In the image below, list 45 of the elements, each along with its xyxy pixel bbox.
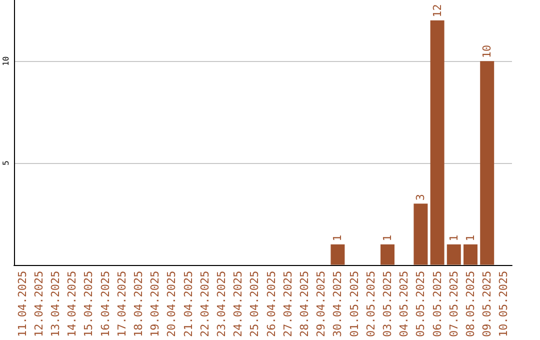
x-tick-label: 22.04.2025 bbox=[198, 270, 212, 338]
x-tick-label: 21.04.2025 bbox=[182, 270, 195, 338]
data-label: 1 bbox=[331, 234, 344, 242]
x-tick-label: 06.05.2025 bbox=[430, 270, 444, 338]
x-tick-label: 09.05.2025 bbox=[480, 270, 494, 338]
x-tick-label: 07.05.2025 bbox=[447, 270, 460, 338]
x-tick-label: 20.04.2025 bbox=[165, 270, 178, 338]
bar bbox=[446, 244, 461, 265]
bar bbox=[480, 61, 494, 265]
x-tick-label: 25.04.2025 bbox=[248, 270, 262, 338]
x-tick-label: 13.04.2025 bbox=[49, 270, 62, 338]
x-tick-label: 01.05.2025 bbox=[348, 270, 361, 338]
y-tick-label: 5 bbox=[2, 160, 10, 166]
x-tick-label: 18.04.2025 bbox=[132, 270, 145, 338]
bar bbox=[330, 244, 345, 265]
x-tick-label: 15.04.2025 bbox=[82, 270, 96, 338]
data-label: 3 bbox=[414, 194, 428, 201]
x-tick-label: 14.04.2025 bbox=[66, 270, 79, 338]
bar bbox=[464, 244, 478, 265]
x-tick-label: 17.04.2025 bbox=[115, 270, 128, 338]
x-tick-label: 19.04.2025 bbox=[148, 270, 162, 338]
x-tick-label: 16.04.2025 bbox=[98, 270, 112, 338]
x-tick-label: 03.05.2025 bbox=[381, 270, 394, 338]
bar bbox=[414, 204, 428, 265]
data-label: 12 bbox=[430, 4, 444, 18]
data-label: 1 bbox=[381, 234, 394, 242]
bar bbox=[380, 244, 394, 265]
x-tick-label: 26.04.2025 bbox=[264, 270, 278, 338]
x-tick-label: 08.05.2025 bbox=[464, 270, 477, 338]
x-tick-label: 11.04.2025 bbox=[16, 270, 29, 338]
x-tick-label: 04.05.2025 bbox=[398, 270, 411, 338]
data-label: 10 bbox=[480, 44, 494, 58]
x-tick-label: 30.04.2025 bbox=[331, 270, 344, 338]
x-tick-label: 24.04.2025 bbox=[232, 270, 245, 338]
data-label: 1 bbox=[447, 234, 460, 242]
bar bbox=[430, 20, 444, 265]
x-tick-label: 05.05.2025 bbox=[414, 270, 428, 338]
x-tick-label: 10.05.2025 bbox=[497, 270, 510, 338]
data-label: 1 bbox=[464, 234, 477, 242]
x-tick-label: 12.04.2025 bbox=[32, 270, 46, 338]
x-tick-label: 28.04.2025 bbox=[298, 270, 311, 338]
x-tick-label: 02.05.2025 bbox=[364, 270, 378, 338]
x-tick-label: 23.04.2025 bbox=[215, 270, 228, 338]
x-tick-label: 27.04.2025 bbox=[281, 270, 294, 338]
x-tick-label: 29.04.2025 bbox=[314, 270, 328, 338]
